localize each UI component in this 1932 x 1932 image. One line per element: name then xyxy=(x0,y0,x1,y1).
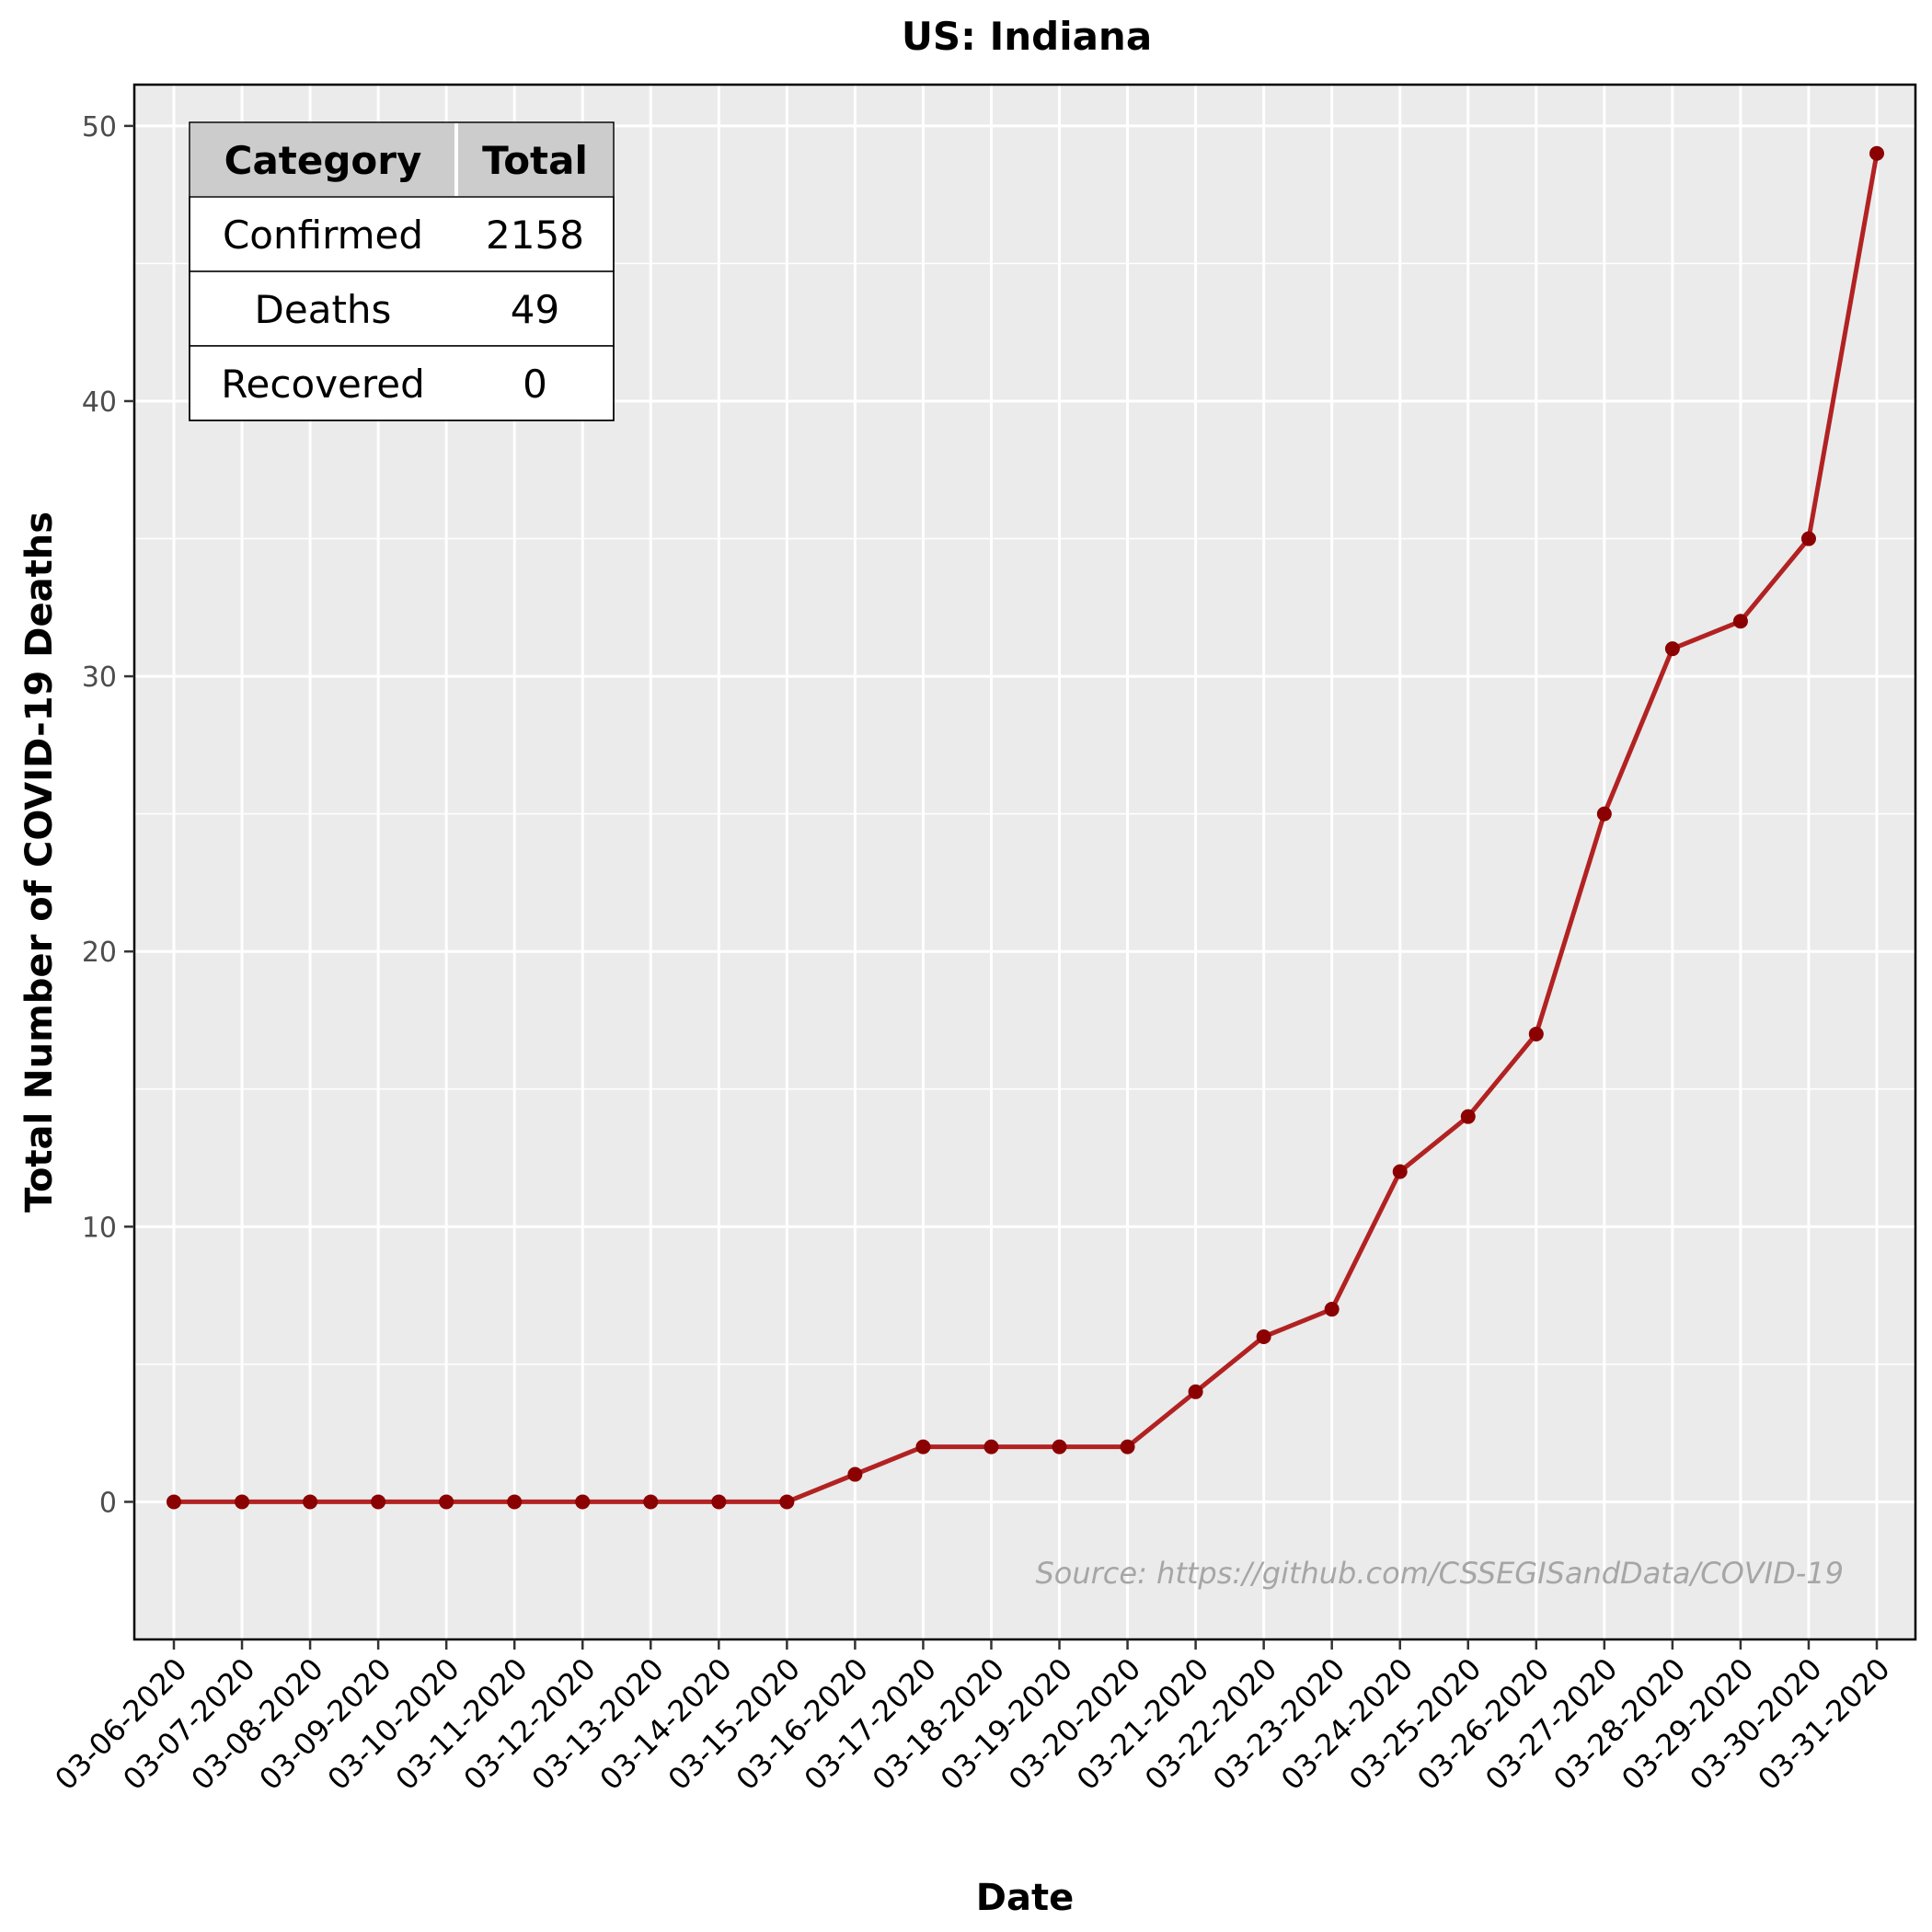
y-tick-label: 20 xyxy=(82,937,117,969)
table-header-cell xyxy=(190,123,454,196)
data-point xyxy=(167,1494,181,1510)
table-category-cell: Recovered xyxy=(221,362,424,407)
data-point xyxy=(1528,1026,1544,1041)
data-point xyxy=(439,1494,454,1510)
y-tick-label: 10 xyxy=(82,1212,117,1244)
summary-table: Category Total Confirmed 2158 Deaths 49 Recove… xyxy=(189,121,615,421)
y-tick-label: 40 xyxy=(82,386,117,419)
table-category-cell: Deaths xyxy=(255,287,392,332)
data-point xyxy=(1596,806,1612,822)
data-point xyxy=(983,1439,999,1455)
series-layer xyxy=(167,145,1884,1510)
table-total-cell: 49 xyxy=(511,287,559,332)
data-point xyxy=(507,1494,523,1510)
data-point xyxy=(235,1494,250,1510)
table-header-label: Total xyxy=(482,138,588,183)
y-axis-title: Total Number of COVID-19 Deaths xyxy=(18,512,61,1213)
data-point xyxy=(575,1494,591,1510)
data-point xyxy=(779,1494,795,1510)
data-point xyxy=(711,1494,727,1510)
data-point xyxy=(303,1494,318,1510)
y-axis: 0 10 20 30 40 50 xyxy=(82,111,134,1519)
series-line xyxy=(174,153,1880,1504)
data-point xyxy=(847,1466,863,1482)
panel-border xyxy=(132,83,1917,1641)
table-header-cell xyxy=(458,123,613,196)
data-point xyxy=(1732,614,1748,629)
source-annotation: Source: https://github.com/CSSEGISandDat… xyxy=(1035,1556,1844,1591)
data-point xyxy=(371,1494,386,1510)
table-border xyxy=(189,121,615,421)
y-tick-label: 0 xyxy=(99,1487,117,1519)
table-row xyxy=(189,345,615,421)
table-total-cell: 0 xyxy=(523,362,547,407)
y-tick-label: 30 xyxy=(82,661,117,694)
data-point xyxy=(1256,1328,1271,1344)
table-category-cell: Confirmed xyxy=(223,213,423,258)
table-total-cell: 2158 xyxy=(486,213,584,258)
data-point xyxy=(1324,1302,1340,1317)
x-axis-title: Date xyxy=(976,1877,1074,1919)
chart-title: US: Indiana xyxy=(902,14,1152,59)
data-point xyxy=(1120,1439,1135,1455)
data-point xyxy=(1869,145,1884,161)
data-point xyxy=(1392,1164,1408,1179)
data-point xyxy=(1800,531,1816,546)
data-point xyxy=(1052,1439,1067,1455)
data-point xyxy=(1460,1109,1476,1124)
data-point xyxy=(1664,641,1680,657)
table-row xyxy=(189,270,615,347)
data-point xyxy=(915,1439,931,1455)
data-point xyxy=(1188,1384,1203,1399)
y-tick-label: 50 xyxy=(82,111,117,144)
table-header-label: Category xyxy=(224,138,422,183)
data-point xyxy=(643,1494,659,1510)
